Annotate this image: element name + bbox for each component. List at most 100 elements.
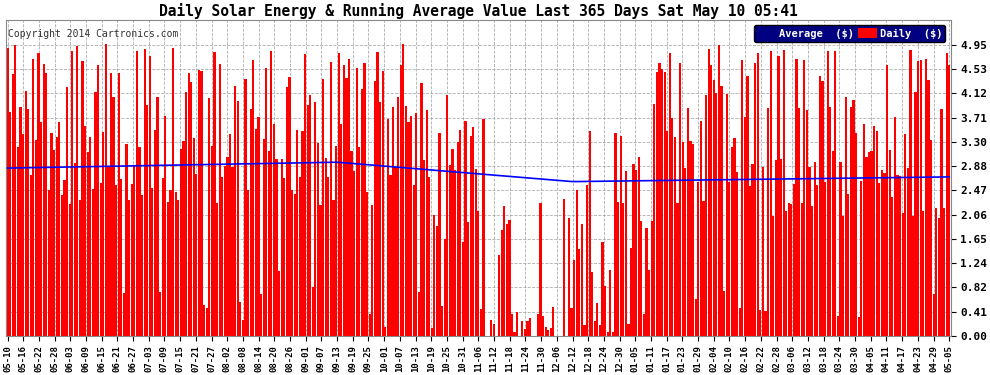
Bar xyxy=(472,128,474,336)
Bar xyxy=(257,117,259,336)
Bar xyxy=(40,122,43,336)
Bar xyxy=(596,303,599,336)
Bar xyxy=(410,116,412,336)
Bar xyxy=(552,307,554,336)
Bar xyxy=(702,201,705,336)
Bar xyxy=(764,311,766,336)
Bar xyxy=(43,64,45,336)
Bar xyxy=(865,157,867,336)
Bar xyxy=(759,310,761,336)
Bar xyxy=(936,208,938,336)
Bar xyxy=(296,130,298,336)
Bar xyxy=(107,167,110,336)
Bar xyxy=(527,321,529,336)
Bar xyxy=(503,206,505,336)
Bar xyxy=(227,158,229,336)
Bar xyxy=(731,147,733,336)
Bar xyxy=(33,59,35,336)
Bar xyxy=(482,119,485,336)
Bar xyxy=(248,189,249,336)
Bar xyxy=(480,309,482,336)
Bar xyxy=(829,107,832,336)
Bar xyxy=(413,185,415,336)
Bar xyxy=(756,54,759,336)
Bar xyxy=(676,203,679,336)
Bar xyxy=(857,316,859,336)
Bar xyxy=(415,113,418,336)
Bar xyxy=(58,122,60,336)
Bar xyxy=(371,204,373,336)
Bar xyxy=(30,176,32,336)
Bar xyxy=(645,228,647,336)
Bar xyxy=(933,294,935,336)
Bar xyxy=(501,230,503,336)
Bar xyxy=(397,97,399,336)
Bar xyxy=(418,292,420,336)
Bar xyxy=(9,112,11,336)
Bar xyxy=(86,152,89,336)
Bar xyxy=(123,293,125,336)
Bar xyxy=(27,109,30,336)
Bar xyxy=(860,182,862,336)
Bar xyxy=(751,164,753,336)
Bar xyxy=(666,130,668,336)
Bar xyxy=(633,165,635,336)
Bar xyxy=(635,170,638,336)
Bar xyxy=(876,130,878,336)
Bar xyxy=(53,150,55,336)
Bar xyxy=(333,200,335,336)
Bar xyxy=(48,190,50,336)
Bar xyxy=(190,82,192,336)
Bar xyxy=(925,59,927,336)
Bar xyxy=(392,107,394,336)
Bar xyxy=(394,166,397,336)
Bar xyxy=(115,184,117,336)
Bar xyxy=(320,206,322,336)
Bar xyxy=(514,332,516,336)
Bar xyxy=(705,95,707,336)
Bar xyxy=(708,49,710,336)
Bar xyxy=(878,183,880,336)
Bar xyxy=(881,170,883,336)
Bar xyxy=(384,327,386,336)
Bar xyxy=(436,226,438,336)
Bar xyxy=(389,175,391,336)
Bar xyxy=(431,328,433,336)
Bar xyxy=(549,328,551,336)
Bar xyxy=(803,60,806,336)
Bar xyxy=(602,242,604,336)
Bar xyxy=(782,51,785,336)
Bar xyxy=(907,168,909,336)
Bar xyxy=(622,203,625,336)
Bar xyxy=(726,94,728,336)
Bar xyxy=(187,73,190,336)
Bar xyxy=(177,200,179,336)
Bar xyxy=(682,142,684,336)
Bar xyxy=(930,140,933,336)
Bar xyxy=(299,177,301,336)
Bar xyxy=(832,152,834,336)
Bar xyxy=(617,202,619,336)
Bar xyxy=(477,211,479,336)
Bar xyxy=(835,51,837,336)
Bar xyxy=(540,203,542,336)
Bar xyxy=(355,68,357,336)
Bar xyxy=(739,308,741,336)
Bar xyxy=(873,126,875,336)
Bar xyxy=(374,81,376,336)
Bar xyxy=(167,202,169,336)
Bar xyxy=(330,62,332,336)
Bar xyxy=(139,147,141,336)
Bar xyxy=(822,81,824,336)
Bar xyxy=(742,60,743,336)
Bar xyxy=(824,182,826,336)
Bar xyxy=(366,192,368,336)
Bar xyxy=(695,299,697,336)
Bar xyxy=(206,308,208,336)
Bar xyxy=(60,195,63,336)
Bar xyxy=(938,218,940,336)
Bar xyxy=(780,159,782,336)
Bar xyxy=(928,81,930,336)
Bar xyxy=(643,314,645,336)
Bar xyxy=(537,314,539,336)
